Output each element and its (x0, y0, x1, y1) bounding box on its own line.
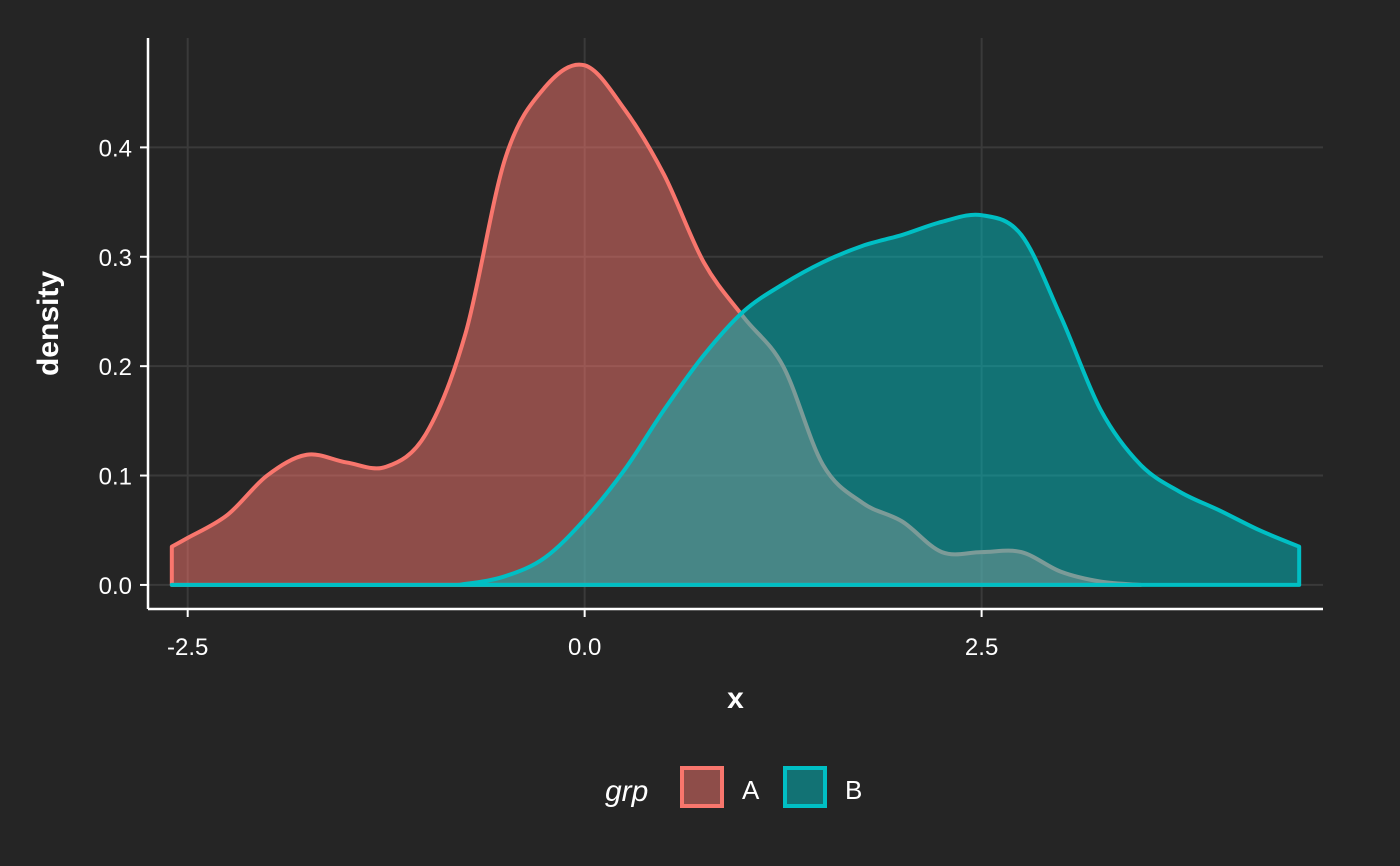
y-tick-label-4: 0.4 (99, 135, 132, 162)
axes (146, 38, 1323, 611)
x-tick-label-1: 0.0 (568, 634, 601, 661)
x-tick-label-2: 2.5 (965, 634, 998, 661)
legend-key-A (680, 766, 724, 808)
y-tick-label-2: 0.2 (99, 354, 132, 381)
y-tick-label-3: 0.3 (99, 245, 132, 272)
legend-title: grp (605, 775, 648, 808)
y-axis-title: density (32, 271, 65, 376)
legend-key-B (783, 766, 827, 808)
x-axis-title: x (727, 682, 744, 715)
x-tick-label-0: -2.5 (167, 634, 208, 661)
ticks: -2.5 0.0 2.5 0.0 0.1 0.2 0.3 0.4 (99, 135, 999, 661)
y-tick-label-0: 0.0 (99, 573, 132, 600)
density-areas (169, 62, 1302, 588)
legend: grp A B (605, 766, 862, 808)
legend-label-A: A (742, 775, 760, 805)
density-area-B (169, 212, 1302, 588)
y-tick-label-1: 0.1 (99, 464, 132, 491)
legend-label-B: B (845, 775, 862, 805)
